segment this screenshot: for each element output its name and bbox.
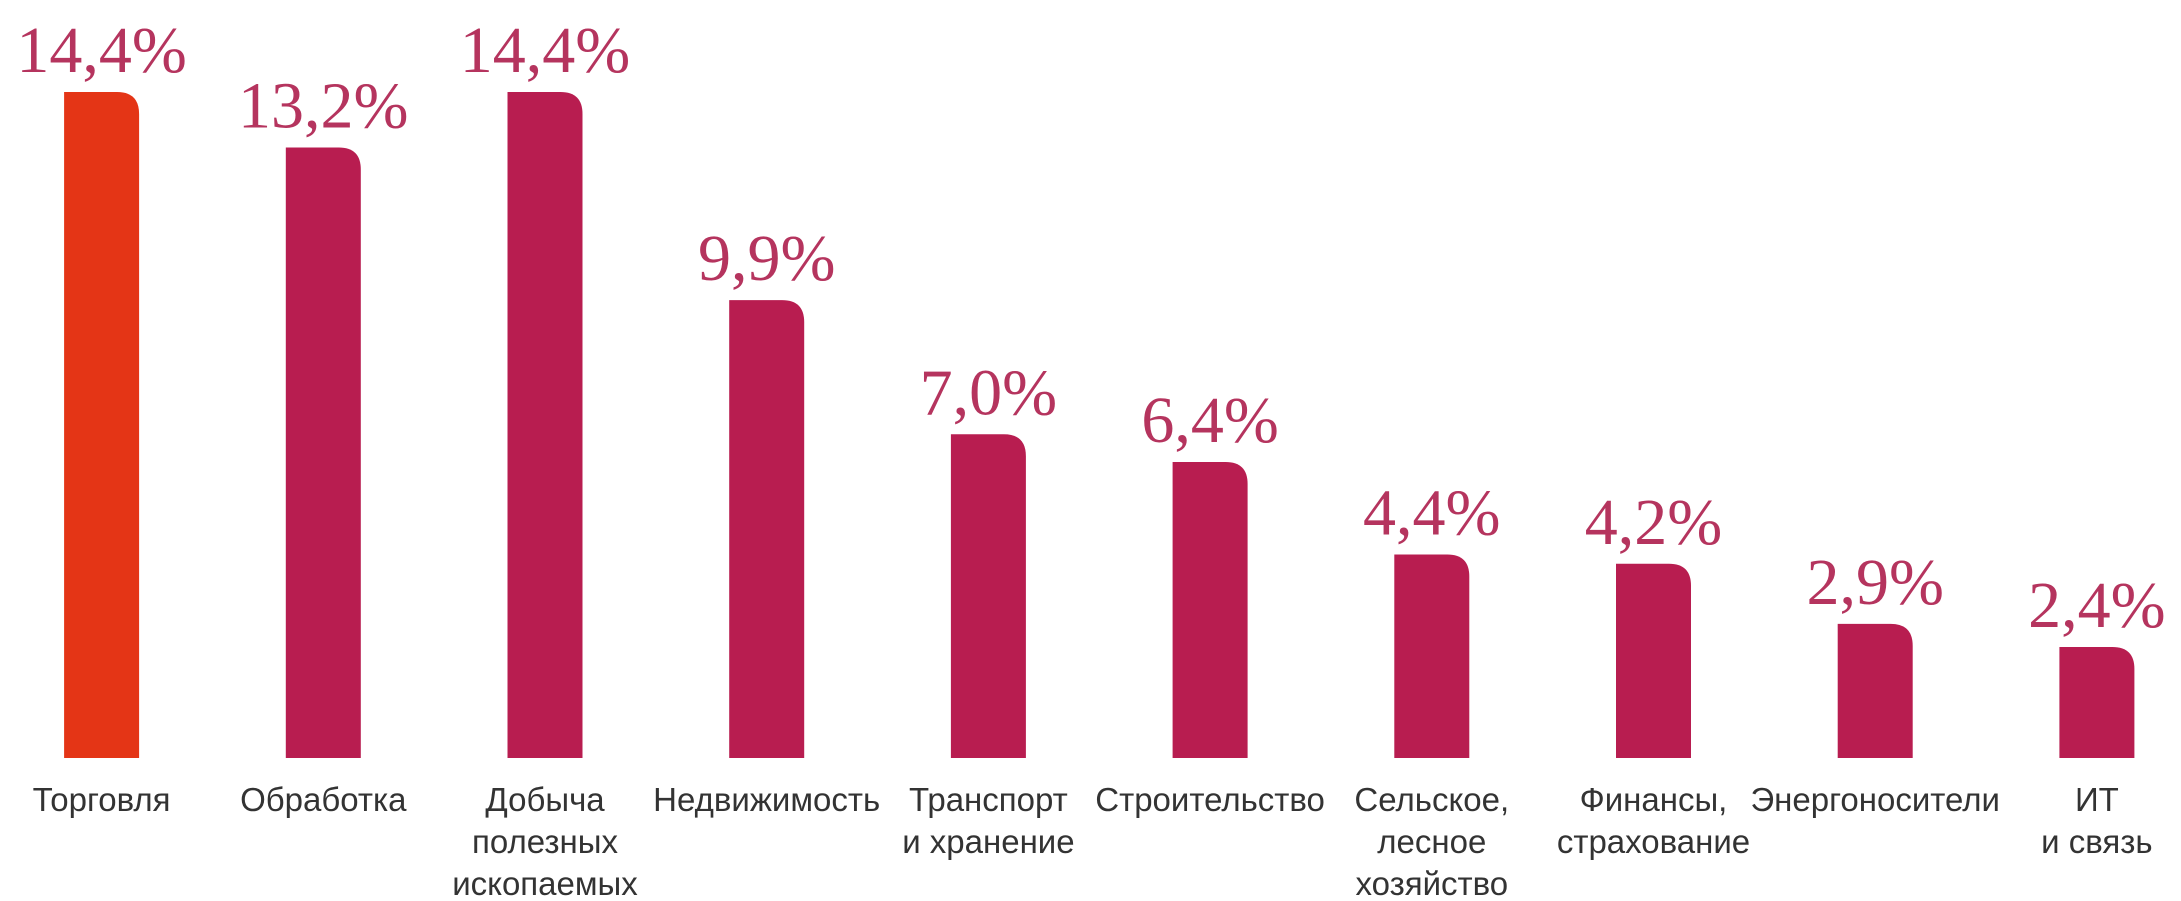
bar [285, 147, 361, 758]
value-label: 2,9% [1806, 546, 1943, 619]
category-label: лесное [1377, 823, 1486, 860]
category-label: и связь [2041, 823, 2152, 860]
category-label: ископаемых [452, 865, 638, 901]
value-label: 13,2% [238, 70, 408, 143]
value-label: 9,9% [698, 222, 835, 295]
category-label: Торговля [33, 781, 171, 818]
category-label: Финансы, [1580, 781, 1728, 818]
value-label: 14,4% [16, 14, 186, 87]
bar [64, 92, 140, 758]
category-label: Строительство [1095, 781, 1325, 818]
category-label: Недвижимость [653, 781, 880, 818]
category-label: Транспорт [909, 781, 1068, 818]
category-label: полезных [472, 823, 618, 860]
value-label: 14,4% [460, 14, 630, 87]
bar [950, 434, 1026, 758]
value-label: 7,0% [920, 356, 1057, 429]
category-label: Сельское, [1354, 781, 1509, 818]
value-label: 4,2% [1585, 486, 1722, 559]
category-label: хозяйство [1355, 865, 1508, 901]
bar [1394, 554, 1470, 758]
bar [1616, 563, 1691, 758]
value-label: 2,4% [2028, 569, 2165, 642]
value-label: 4,4% [1363, 477, 1500, 550]
bar [1837, 623, 1913, 758]
category-label: страхование [1557, 823, 1750, 860]
bar [2059, 647, 2135, 758]
category-label: ИТ [2075, 781, 2119, 818]
category-label: и хранение [902, 823, 1074, 860]
category-label: Энергоносители [1750, 781, 2000, 818]
category-label: Добыча [485, 781, 605, 818]
bar [507, 92, 583, 758]
bar [1172, 462, 1248, 758]
category-label: Обработка [240, 781, 407, 818]
bar [729, 300, 805, 758]
value-label: 6,4% [1141, 384, 1278, 457]
